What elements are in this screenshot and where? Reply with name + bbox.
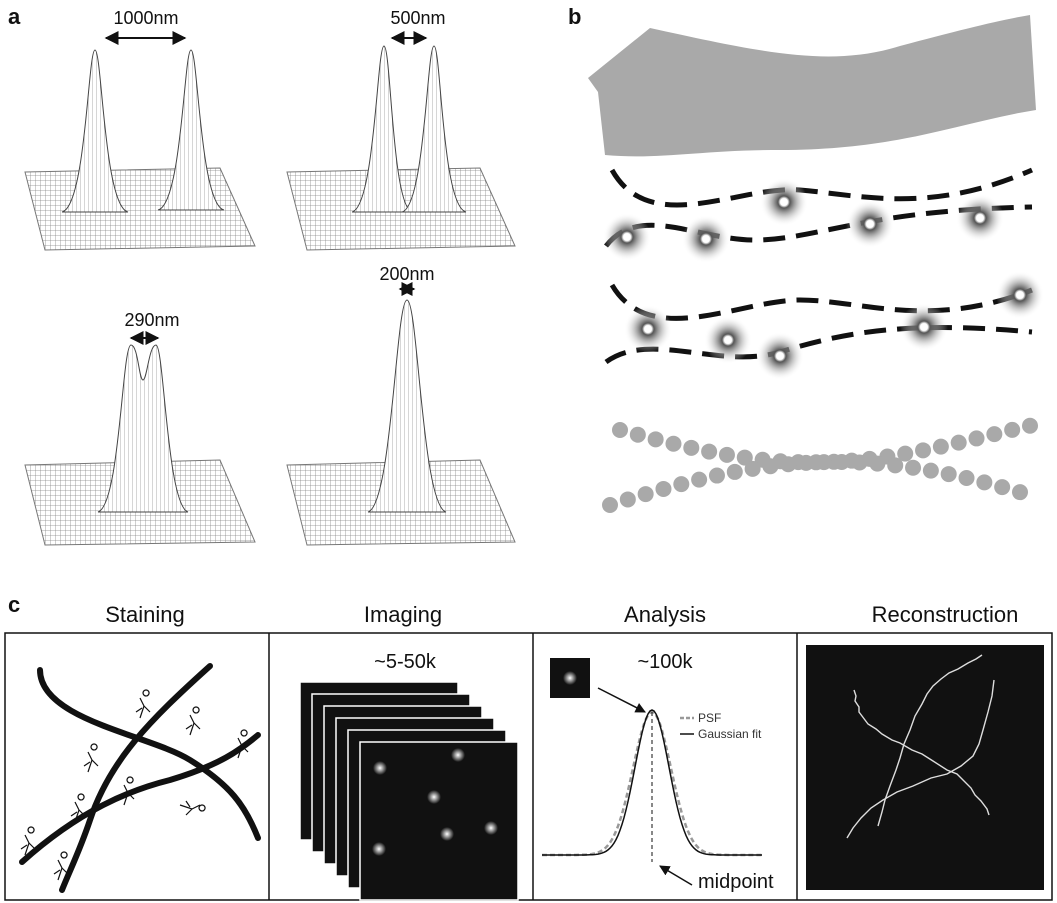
localized-beads [602,418,1038,513]
bead [1012,484,1028,500]
bead [691,472,707,488]
bead [745,461,761,477]
molecule-spot [440,827,454,841]
bead [1004,422,1020,438]
bead [994,479,1010,495]
separation-label: 500nm [390,8,445,28]
bead [665,436,681,452]
arrow [598,688,645,712]
psf-plot: 500nm [287,8,515,250]
antibody-labels [21,690,248,880]
fluorescent-spots [603,178,1044,380]
image-stack [300,682,518,900]
bead [620,491,636,507]
step-title: Analysis [624,602,706,627]
psf-plot: 290nm [25,310,255,545]
separation-label: 290nm [124,310,179,330]
step-title: Reconstruction [872,602,1019,627]
bead [869,456,885,472]
bead [959,470,975,486]
stained-filaments [22,666,258,890]
bead [648,431,664,447]
panel-label: a [8,4,21,29]
bead [612,422,628,438]
frame-count: ~5-50k [374,651,437,673]
bead [638,486,654,502]
separation-label: 200nm [379,264,434,284]
bead [976,474,992,490]
figure: a b c 1000nm 500nm 290nm 200nm [0,0,1057,903]
bead [951,435,967,451]
bead [701,444,717,460]
bead [762,458,778,474]
psf-thumbnail-spot [563,671,577,685]
step-title: Imaging [364,602,442,627]
molecule-spot [484,821,498,835]
molecule-spot [372,842,386,856]
bead [673,476,689,492]
bead [986,426,1002,442]
bead [933,439,949,455]
bead [602,497,618,513]
bead [834,454,850,470]
bead [709,468,725,484]
molecule-spot [451,748,465,762]
localization-count: ~100k [637,651,693,673]
bead [887,457,903,473]
separation-label: 1000nm [113,8,178,28]
molecule-spot [373,761,387,775]
legend-label: PSF [698,711,721,725]
arrow [660,866,692,885]
filament-blur [588,15,1036,156]
bead [923,463,939,479]
bead [905,460,921,476]
bead [1022,418,1038,434]
bead [915,442,931,458]
bead [816,454,832,470]
molecule-spot [427,790,441,804]
bead [719,447,735,463]
bead [941,466,957,482]
psf-plot: 1000nm [25,8,255,250]
panel-label: c [8,592,20,617]
bead [969,430,985,446]
midpoint-label: midpoint [698,871,774,893]
psf-plot: 200nm [287,264,515,545]
bead [852,455,868,471]
bead [655,481,671,497]
legend-label: Gaussian fit [698,727,762,741]
bead [798,455,814,471]
bead [780,456,796,472]
panel-label: b [568,4,581,29]
reconstructed-image [806,645,1044,890]
bead [683,440,699,456]
bead [727,464,743,480]
step-title: Staining [105,602,185,627]
bead [630,427,646,443]
